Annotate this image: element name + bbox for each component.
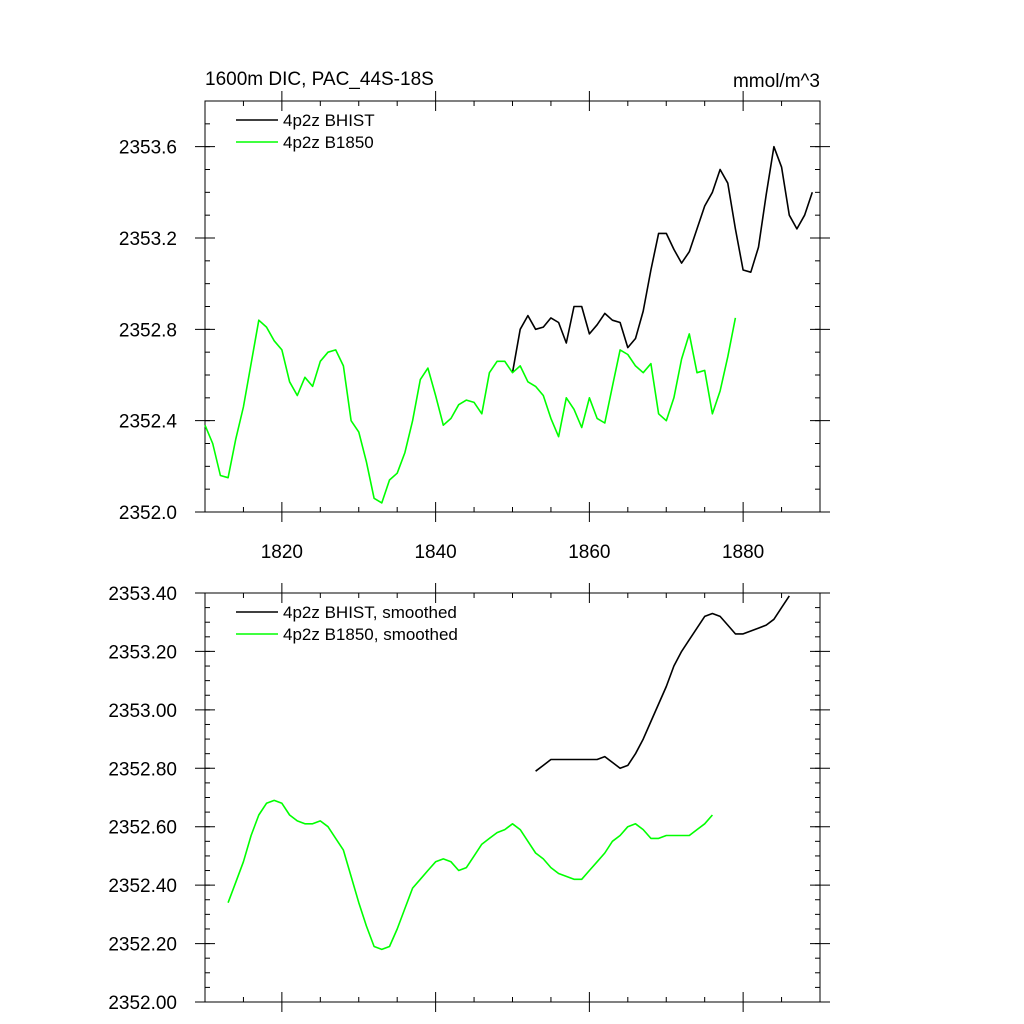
- legend-label-b1850-smoothed: 4p2z B1850, smoothed: [283, 625, 458, 644]
- y-tick-label: 2353.40: [108, 584, 177, 605]
- x-tick-label: 1820: [261, 542, 303, 563]
- legend-label-bhist: 4p2z BHIST: [283, 111, 375, 130]
- y-tick-label: 2352.4: [119, 412, 178, 433]
- x-tick-label: 1880: [722, 542, 764, 563]
- top-series-lines: [204, 145, 814, 504]
- bottom-axis-ticks: [195, 583, 830, 1012]
- top-legend: 4p2z BHIST 4p2z B1850: [236, 111, 375, 152]
- y-tick-label: 2352.20: [108, 935, 177, 956]
- top-panel: 1600m DIC, PAC_44S-18S mmol/m^3 2352.0 2…: [119, 69, 830, 563]
- y-tick-label: 2352.00: [108, 993, 177, 1014]
- bottom-legend: 4p2z BHIST, smoothed 4p2z B1850, smoothe…: [236, 603, 458, 644]
- bottom-panel: 2352.00 2352.20 2352.40 2352.60 2352.80 …: [108, 583, 830, 1014]
- y-tick-label: 2352.60: [108, 818, 177, 839]
- y-tick-label: 2352.0: [119, 503, 177, 524]
- top-y-tick-labels: 2352.0 2352.4 2352.8 2353.2 2353.6: [119, 138, 178, 524]
- bottom-y-tick-labels: 2352.00 2352.20 2352.40 2352.60 2352.80 …: [108, 584, 177, 1014]
- top-x-tick-labels: 1820 1840 1860 1880: [261, 542, 765, 563]
- bottom-plot-frame: [204, 592, 821, 1003]
- series-line-bhist: [511, 145, 814, 373]
- series-line-b1850-smoothed: [227, 799, 714, 951]
- bottom-series-lines: [227, 595, 790, 951]
- y-tick-label: 2353.20: [108, 642, 177, 663]
- y-tick-label: 2352.8: [119, 320, 177, 341]
- top-plot-frame: [204, 100, 821, 513]
- y-tick-label: 2353.6: [119, 138, 177, 159]
- top-chart-units: mmol/m^3: [733, 71, 820, 92]
- top-chart-title: 1600m DIC, PAC_44S-18S: [205, 69, 434, 90]
- x-tick-label: 1860: [568, 542, 610, 563]
- y-tick-label: 2352.80: [108, 759, 177, 780]
- y-tick-label: 2353.2: [119, 229, 177, 250]
- legend-label-bhist-smoothed: 4p2z BHIST, smoothed: [283, 603, 457, 622]
- y-tick-label: 2352.40: [108, 876, 177, 897]
- x-tick-label: 1840: [414, 542, 456, 563]
- y-tick-label: 2353.00: [108, 701, 177, 722]
- series-line-bhist-smoothed: [535, 595, 790, 772]
- series-line-b1850: [204, 317, 737, 504]
- legend-label-b1850: 4p2z B1850: [283, 133, 374, 152]
- top-axis-ticks: [195, 91, 830, 522]
